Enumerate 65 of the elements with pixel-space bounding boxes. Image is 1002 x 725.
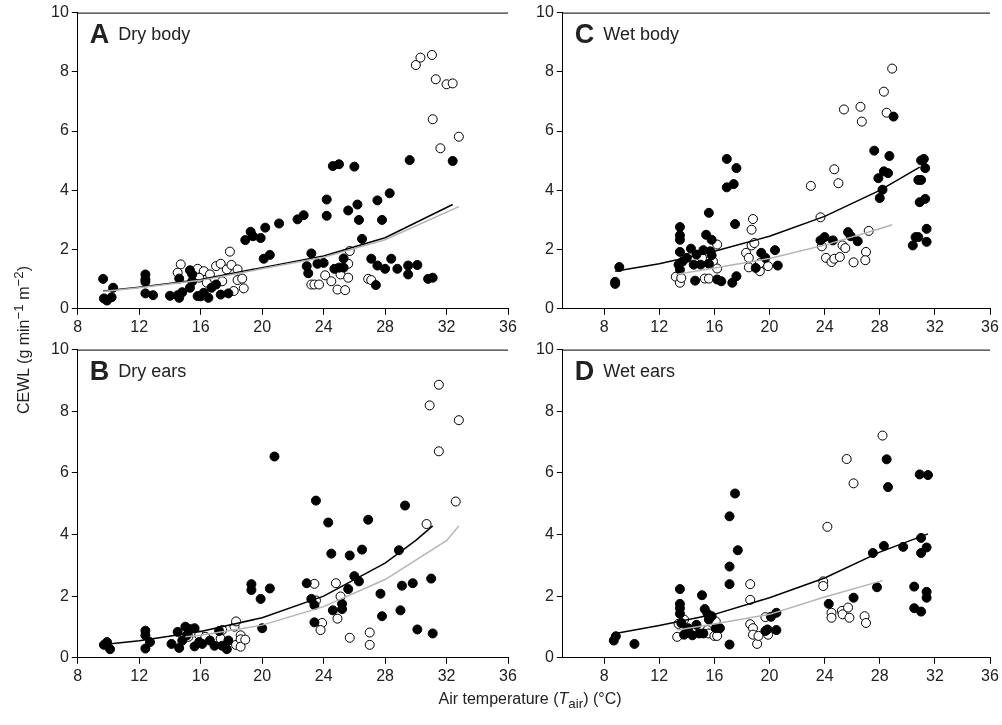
x-tick-label: 28 bbox=[870, 666, 889, 684]
x-tick-label: 16 bbox=[191, 317, 210, 335]
text: Wet body bbox=[603, 23, 680, 44]
y-tick-label: 2 bbox=[59, 239, 69, 257]
y-tick-label: 0 bbox=[544, 648, 554, 666]
annotation: A bbox=[89, 18, 110, 49]
x-tick-label: 16 bbox=[705, 666, 724, 684]
x-tick-label: 12 bbox=[130, 317, 149, 335]
y-tick-label: 10 bbox=[536, 340, 554, 358]
x-tick-label: 20 bbox=[253, 666, 272, 684]
x-tick-label: 8 bbox=[73, 317, 83, 335]
y-tick-label: 2 bbox=[59, 586, 69, 604]
x-tick-label: 32 bbox=[437, 317, 456, 335]
y-tick-label: 6 bbox=[59, 121, 69, 139]
annotation: B bbox=[89, 355, 110, 386]
x-tick-label: 28 bbox=[376, 317, 395, 335]
text: Dry body bbox=[118, 23, 191, 44]
y-tick-label: 6 bbox=[544, 121, 554, 139]
annotation: C bbox=[574, 18, 595, 49]
x-tick-label: 36 bbox=[981, 666, 999, 684]
y-tick-label: 4 bbox=[544, 180, 554, 198]
x-tick-label: 24 bbox=[314, 317, 333, 335]
x-tick-label: 24 bbox=[815, 317, 834, 335]
x-tick-label: 16 bbox=[705, 317, 724, 335]
x-tick-label: 20 bbox=[760, 317, 779, 335]
y-tick-label: 4 bbox=[59, 180, 69, 198]
y-tick-label: 4 bbox=[59, 524, 69, 542]
x-tick-label: 16 bbox=[191, 666, 210, 684]
x-tick-label: 20 bbox=[253, 317, 272, 335]
x-tick-label: 28 bbox=[376, 666, 395, 684]
x-axis-title: Air temperature (T$_{air}$) (°C) bbox=[437, 690, 623, 712]
x-tick-label: 32 bbox=[437, 666, 456, 684]
y-tick-label: 8 bbox=[544, 401, 554, 419]
x-tick-label: 8 bbox=[599, 317, 609, 335]
x-tick-label: 12 bbox=[650, 666, 669, 684]
y-tick-label: 8 bbox=[59, 401, 69, 419]
y-tick-label: 8 bbox=[544, 62, 554, 80]
x-tick-label: 12 bbox=[130, 666, 149, 684]
x-tick-label: 36 bbox=[499, 666, 517, 684]
x-tick-label: 36 bbox=[499, 317, 517, 335]
x-tick-label: 32 bbox=[925, 666, 944, 684]
x-tick-label: 8 bbox=[599, 666, 609, 684]
y-tick-label: 10 bbox=[51, 3, 69, 21]
text: Dry ears bbox=[118, 360, 187, 381]
x-tick-label: 24 bbox=[815, 666, 834, 684]
y-tick-label: 10 bbox=[51, 340, 69, 358]
x-tick-label: 32 bbox=[925, 317, 944, 335]
annotation: D bbox=[574, 355, 595, 386]
x-tick-label: 20 bbox=[760, 666, 779, 684]
x-tick-label: 24 bbox=[314, 666, 333, 684]
x-tick-label: 12 bbox=[650, 317, 669, 335]
y-tick-label: 6 bbox=[544, 463, 554, 481]
y-tick-label: 0 bbox=[59, 299, 69, 317]
y-tick-label: 6 bbox=[59, 463, 69, 481]
y-tick-label: 8 bbox=[59, 62, 69, 80]
x-tick-label: 28 bbox=[870, 317, 889, 335]
x-tick-label: 8 bbox=[73, 666, 83, 684]
y-tick-label: 2 bbox=[544, 586, 554, 604]
y-tick-label: 0 bbox=[59, 648, 69, 666]
y-tick-label: 10 bbox=[536, 3, 554, 21]
text: Wet ears bbox=[603, 360, 675, 381]
y-tick-label: 2 bbox=[544, 239, 554, 257]
y-tick-label: 4 bbox=[544, 524, 554, 542]
x-tick-label: 36 bbox=[981, 317, 999, 335]
y-tick-label: 0 bbox=[544, 299, 554, 317]
